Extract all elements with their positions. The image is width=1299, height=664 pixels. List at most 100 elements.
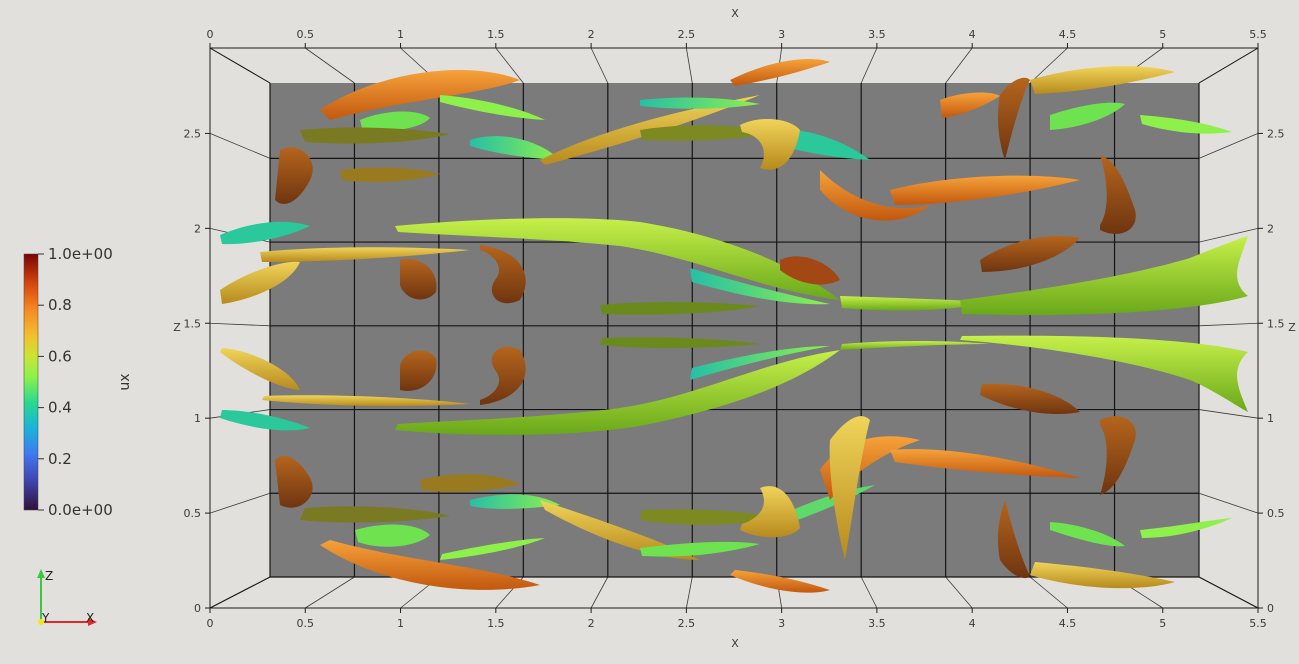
colorbar-label: 0.8	[48, 296, 72, 314]
vortex-shape	[355, 524, 430, 547]
vortex-shape	[220, 410, 310, 431]
x-tick-label: 2.5	[678, 28, 696, 41]
colorbar: 1.0e+00 0.8 0.6 0.4 0.2 0.0e+00 ux	[23, 245, 133, 519]
x-tick-label: 1.5	[487, 28, 505, 41]
vortex-shape	[1050, 522, 1125, 547]
vortex-shape	[740, 118, 800, 170]
x-tick-label: 5	[1159, 617, 1166, 630]
x-tick-label: 5	[1159, 28, 1166, 41]
x-tick-label: 4	[969, 28, 976, 41]
x-tick-label: 0.5	[297, 28, 315, 41]
z-connector	[1198, 409, 1259, 419]
z-tick-label: 0.5	[1267, 507, 1285, 520]
vortex-shape	[730, 570, 830, 593]
vortex-shape	[1100, 416, 1136, 495]
vortex-shape	[300, 506, 450, 523]
colorbar-labels: 1.0e+00 0.8 0.6 0.4 0.2 0.0e+00	[38, 245, 113, 519]
x-tick-label: 2.5	[678, 617, 696, 630]
colorbar-label: 0.6	[48, 347, 72, 365]
z-connector	[209, 133, 271, 159]
x-connector	[860, 576, 878, 609]
vortex-shape	[360, 111, 430, 131]
vortex-shape	[300, 127, 450, 144]
colorbar-label: 1.0e+00	[48, 245, 113, 263]
vortex-shape	[395, 350, 840, 435]
vortex-shape	[470, 136, 560, 160]
vortex-shape	[1140, 115, 1232, 134]
vortex-shape	[440, 95, 545, 120]
vortex-shape	[1030, 66, 1175, 94]
colorbar-label: 0.4	[48, 399, 72, 417]
vortex-shape	[890, 175, 1080, 205]
x-connector	[209, 47, 271, 84]
vortex-shape	[220, 348, 300, 390]
z-connector	[209, 576, 271, 609]
z-connector	[1198, 322, 1259, 327]
x-tick-labels-top: 0 0.5 1 1.5 2 2.5 3 3.5 4 4.5 5 5.5	[207, 28, 1267, 41]
z-tick-label: 2	[1267, 222, 1274, 235]
x-connector	[1029, 576, 1068, 609]
z-tick-label: 1.5	[184, 317, 202, 330]
vortex-shape	[840, 296, 990, 311]
x-connector	[945, 576, 973, 609]
z-tick-label: 0	[1267, 602, 1274, 615]
x-connector	[495, 47, 524, 84]
x-tick-label: 1	[397, 28, 404, 41]
vortex-shape	[980, 236, 1080, 272]
x-connector	[860, 47, 878, 84]
x-tick-label: 1	[397, 617, 404, 630]
orientation-x-arrowhead	[88, 618, 97, 626]
z-connector	[1198, 133, 1259, 159]
vortex-shape	[960, 236, 1248, 316]
x-connector	[590, 47, 609, 84]
x-tick-label: 1.5	[487, 617, 505, 630]
vortex-shape	[1030, 562, 1175, 589]
vortex-shape	[480, 245, 526, 304]
inner-domain-box	[270, 83, 1199, 577]
z-tick-label: 2.5	[184, 127, 202, 140]
x-connector	[305, 47, 355, 84]
vortex-shape	[275, 147, 313, 204]
z-axis-title-right: Z	[1288, 321, 1296, 334]
vortex-shape	[740, 486, 800, 538]
z-tick-label: 1	[1267, 412, 1274, 425]
vortex-shape	[1100, 155, 1136, 234]
z-connector	[1198, 576, 1259, 609]
x-tick-label: 0	[207, 617, 214, 630]
x-axis-title-top: X	[731, 7, 739, 20]
vortex-shape	[640, 541, 760, 557]
z-tick-label: 0	[194, 602, 201, 615]
vortex-shape	[220, 261, 300, 304]
x-tick-label: 0	[207, 28, 214, 41]
orientation-y-label: Y	[41, 611, 50, 625]
vortex-shape	[690, 268, 830, 305]
colorbar-label: 0.2	[48, 450, 72, 468]
z-tick-label: 1	[194, 412, 201, 425]
vortex-shape	[640, 97, 760, 109]
z-tick-label: 0.5	[184, 507, 202, 520]
x-connector	[685, 47, 693, 84]
vortex-shape	[600, 302, 760, 315]
x-connector	[685, 576, 693, 609]
vortex-shape	[400, 259, 437, 300]
vortex-shape	[890, 449, 1080, 478]
vortex-shape	[980, 383, 1080, 415]
vortex-shape	[600, 337, 760, 348]
vortex-shape	[440, 538, 545, 560]
x-tick-label: 5.5	[1249, 617, 1267, 630]
x-connector	[305, 576, 355, 609]
vortex-shape	[690, 346, 830, 380]
z-connector	[209, 492, 271, 514]
vortex-shape	[997, 77, 1030, 160]
outer-tick-marks	[205, 43, 1263, 613]
vortex-shape	[320, 70, 520, 120]
vortex-shape	[997, 500, 1030, 579]
vortex-shape	[320, 540, 540, 590]
z-tick-label: 2.5	[1267, 127, 1285, 140]
orientation-z-arrowhead	[37, 569, 45, 578]
vortex-shape	[420, 474, 520, 492]
vortex-shape	[829, 416, 870, 560]
x-tick-labels-bottom: 0 0.5 1 1.5 2 2.5 3 3.5 4 4.5 5 5.5	[207, 617, 1267, 630]
x-connector	[590, 576, 609, 609]
